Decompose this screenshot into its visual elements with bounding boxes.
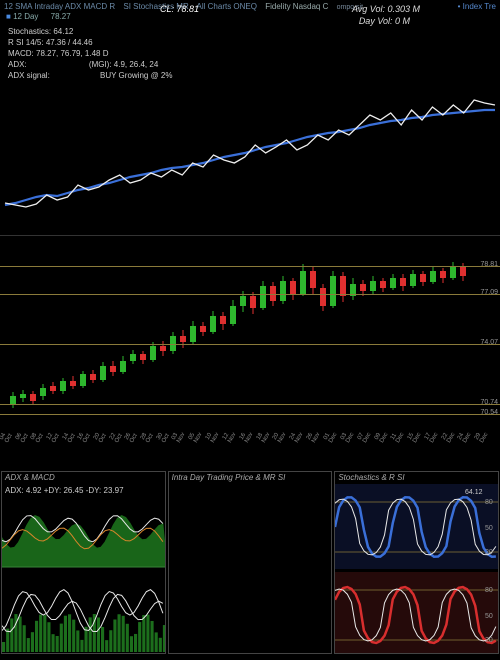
indicator-info: Stochastics: 64.12 R SI 14/5: 47.36 / 44… — [8, 26, 172, 81]
adx-subtitle: ADX: 4.92 +DY: 26.45 -DY: 23.97 — [5, 486, 124, 495]
header-right: • Index Tre — [458, 2, 496, 11]
sma-label: 12 SMA Intraday ADX MACD R — [4, 2, 115, 11]
stochastics-panel: Stochastics & R SI 80 50 20 80 50 20 64.12 — [334, 471, 499, 654]
stoch-value: Stochastics: 64.12 — [8, 26, 172, 37]
main-line-chart — [0, 75, 500, 230]
charts-label: All Charts ONEQ — [197, 2, 257, 11]
svg-text:20: 20 — [485, 549, 493, 556]
date-axis: 04 Oct06 Oct08 Oct12 Oct14 Oct16 Oct20 O… — [0, 435, 500, 447]
candlestick-chart: 78.8177.0974.0770.7470.54 04 Oct06 Oct08… — [0, 235, 500, 445]
svg-text:80: 80 — [485, 499, 493, 506]
adx-macd-panel: ADX & MACD ADX: 4.92 +DY: 26.45 -DY: 23.… — [1, 471, 166, 654]
intraday-panel: Intra Day Trading Price & MR SI — [168, 471, 333, 654]
day12-line: ■ 12 Day 78.27 — [6, 12, 71, 21]
header-bar: 12 SMA Intraday ADX MACD R SI Stochastic… — [4, 2, 496, 11]
adx-title: ADX & MACD — [5, 473, 55, 482]
svg-text:64.12: 64.12 — [465, 489, 483, 496]
rsi-value: R SI 14/5: 47.36 / 44.46 — [8, 37, 172, 48]
intraday-title: Intra Day Trading Price & MR SI — [172, 473, 286, 482]
adx-value: ADX: (MGI): 4.9, 26.4, 24 — [8, 59, 172, 70]
svg-text:80: 80 — [485, 587, 493, 594]
bottom-panels: ADX & MACD ADX: 4.92 +DY: 26.45 -DY: 23.… — [0, 470, 500, 655]
close-price: CL: 78.81 — [160, 4, 199, 14]
svg-text:20: 20 — [485, 637, 493, 644]
macd-value: MACD: 78.27, 76.79, 1.48 D — [8, 48, 172, 59]
avg-volume: Avg Vol: 0.303 M — [352, 4, 420, 14]
index-link[interactable]: • Index Tre — [458, 2, 496, 11]
stoch-title: Stochastics & R SI — [338, 473, 404, 482]
svg-text:50: 50 — [485, 613, 493, 620]
day-volume: Day Vol: 0 M — [359, 16, 410, 26]
fidelity-label: Fidelity Nasdaq C — [265, 2, 328, 11]
svg-text:50: 50 — [485, 525, 493, 532]
